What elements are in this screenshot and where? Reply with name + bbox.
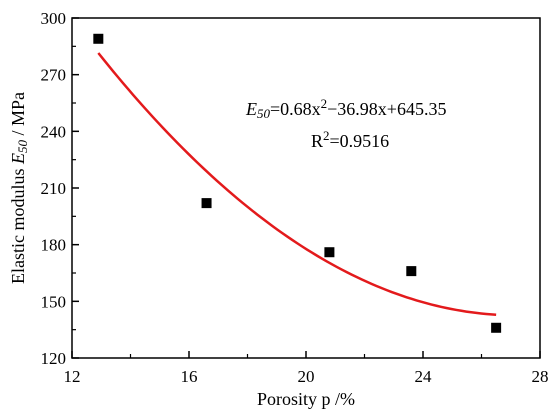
x-tick-label: 28 — [532, 367, 549, 386]
y-axis-title-prefix: Elastic modulus — [8, 164, 28, 284]
y-axis-title: Elastic modulus E50 / MPa — [8, 92, 30, 284]
eq-part1: =0.68x — [270, 99, 321, 119]
fit-equation: E50=0.68x2−36.98x+645.35 — [245, 96, 446, 122]
y-tick-label: 150 — [41, 292, 67, 311]
y-tick-label: 270 — [41, 66, 67, 85]
x-tick-label: 16 — [181, 367, 198, 386]
y-tick-label: 300 — [41, 9, 67, 28]
r2-prefix: R — [311, 131, 323, 151]
data-point — [201, 198, 212, 209]
data-point — [93, 33, 104, 44]
x-tick-label: 20 — [298, 367, 315, 386]
fit-curve — [97, 52, 497, 316]
y-axis-title-suffix: / MPa — [8, 92, 28, 140]
eq-symbol: E — [245, 99, 257, 119]
data-point — [324, 247, 335, 258]
eq-subscript: 50 — [257, 106, 271, 121]
y-axis-title-subscript: 50 — [15, 140, 30, 154]
r2-power: 2 — [323, 128, 330, 143]
x-tick-label: 12 — [64, 367, 81, 386]
r2-value: =0.9516 — [330, 131, 390, 151]
eq-part2: −36.98x+645.35 — [327, 99, 446, 119]
r-squared: R2=0.9516 — [311, 128, 389, 152]
plot-frame — [71, 17, 541, 359]
ticks-layer: 12 16 20 24 28 120 150 180 210 240 270 300 — [41, 9, 549, 386]
y-tick-label: 180 — [41, 236, 67, 255]
y-tick-label: 240 — [41, 122, 67, 141]
y-tick-label: 120 — [41, 349, 67, 368]
points-layer — [93, 33, 502, 333]
data-point — [406, 266, 417, 277]
y-tick-label: 210 — [41, 179, 67, 198]
x-tick-label: 24 — [415, 367, 433, 386]
data-point — [491, 322, 502, 333]
y-axis-title-symbol: E — [8, 153, 28, 165]
eq-power: 2 — [321, 96, 328, 111]
x-axis-title: Porosity p /% — [257, 389, 355, 409]
